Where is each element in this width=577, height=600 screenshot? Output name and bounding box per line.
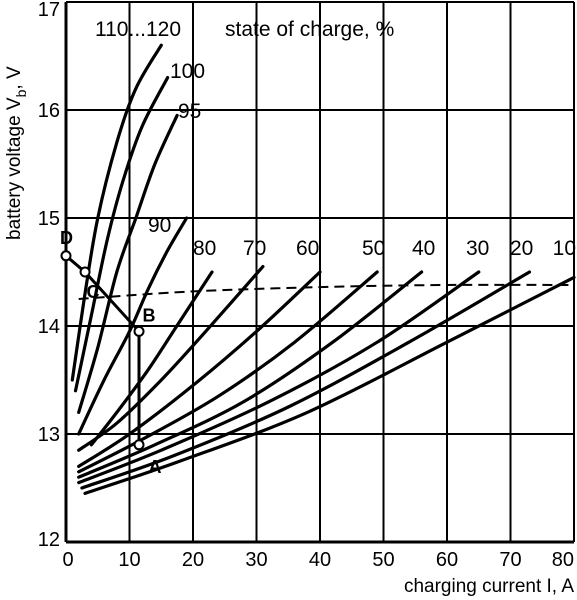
curve-label: 50: [362, 237, 385, 260]
y-tick-label: 12: [38, 529, 60, 551]
point-label: C: [87, 282, 100, 302]
x-tick-label: 70: [499, 549, 521, 571]
y-axis-label: battery voltage Vb, V: [4, 66, 29, 240]
point-A: [133, 439, 145, 451]
curve-label: 100: [170, 60, 205, 83]
dashed-reference-line: [78, 283, 575, 300]
y-axis-label-sub: b: [13, 89, 29, 97]
curve-100: [73, 76, 170, 393]
curve-95: [77, 113, 179, 414]
x-tick-label: 40: [309, 549, 331, 571]
curve-70: [77, 265, 265, 452]
x-tick-label: 30: [245, 549, 267, 571]
curve-label: 10: [553, 237, 576, 260]
point-D: [60, 250, 72, 262]
x-tick-label: 50: [372, 549, 394, 571]
y-tick-label: 16: [38, 100, 60, 122]
curve-110---120: [70, 43, 163, 382]
point-label: B: [143, 305, 156, 325]
curve-label: 95: [178, 100, 201, 123]
x-tick-label: 0: [62, 549, 73, 571]
curve-labels: 110...120 100 95 90 80 70 60 50 40 30 20 10: [95, 18, 576, 260]
x-tick-label: 10: [118, 549, 140, 571]
curve-label: 90: [148, 214, 171, 237]
curve-10: [83, 275, 576, 495]
charging-path-line: [65, 254, 141, 445]
x-tick-label: 60: [436, 549, 458, 571]
curve-label: 40: [412, 237, 435, 260]
y-tick-label: 15: [38, 208, 60, 230]
curve-50: [77, 270, 379, 474]
y-tick-label: 17: [38, 0, 60, 21]
point-B: [133, 325, 145, 337]
x-tick-label: 20: [182, 549, 204, 571]
curve-90: [77, 216, 189, 436]
y-tick-label: 13: [38, 424, 60, 446]
curve-80: [89, 270, 214, 447]
series-group: [70, 43, 576, 495]
x-tick-label: 80: [552, 549, 574, 571]
y-axis-label-unit: , V: [4, 66, 25, 90]
curve-20: [80, 270, 532, 490]
point-label: A: [149, 457, 162, 477]
y-axis-label-main: battery voltage V: [4, 97, 25, 240]
point-label: D: [60, 228, 73, 248]
x-axis-label: charging current I, A: [404, 576, 574, 597]
annotations-group: D C B A: [60, 228, 575, 477]
curve-label: 110...120: [95, 18, 181, 41]
curve-label: 30: [466, 237, 489, 260]
curve-label: 20: [510, 237, 533, 260]
curve-label: 80: [193, 237, 216, 260]
curve-30: [77, 270, 481, 485]
curve-label: 70: [243, 237, 266, 260]
curve-40: [77, 270, 424, 479]
curve-label: 60: [296, 237, 319, 260]
y-tick-label: 14: [38, 316, 60, 338]
point-C: [79, 266, 91, 278]
annotation-text: state of charge, %: [225, 18, 394, 41]
curve-60: [77, 270, 322, 468]
tick-labels: 0 10 20 30 40 50 60 70 80 12 13 14 15 16 17: [38, 0, 574, 571]
